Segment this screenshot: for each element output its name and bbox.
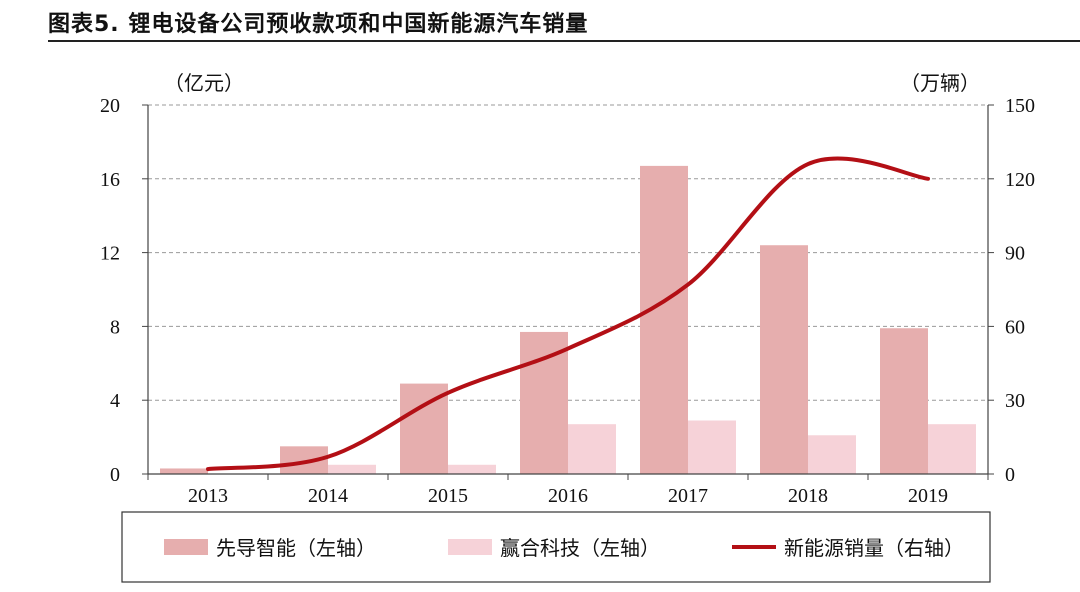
tick-labels: 0 4 8 12 16 20 0 30 60 90 120 150 2013 2014 2015 2016 20… bbox=[100, 95, 1035, 507]
right-tick-label: 30 bbox=[1005, 390, 1025, 412]
axes bbox=[142, 104, 994, 480]
bar-marks bbox=[160, 165, 976, 474]
left-tick-label: 12 bbox=[100, 243, 120, 265]
left-tick-label: 8 bbox=[110, 316, 120, 338]
x-tick-label: 2015 bbox=[428, 485, 468, 507]
x-tick-label: 2017 bbox=[668, 485, 708, 507]
x-tick-label: 2018 bbox=[788, 485, 828, 507]
title-rule bbox=[48, 40, 1080, 42]
left-axis-unit: （亿元） bbox=[164, 72, 244, 95]
bar-yinghe-2014 bbox=[328, 464, 376, 474]
right-tick-label: 60 bbox=[1005, 316, 1025, 338]
bar-yinghe-2015 bbox=[448, 464, 496, 474]
legend: 先导智能（左轴） 赢合科技（左轴） 新能源销量（右轴） bbox=[164, 537, 964, 560]
bar-yinghe-2017 bbox=[688, 420, 736, 474]
left-tick-label: 16 bbox=[100, 169, 120, 191]
right-tick-label: 120 bbox=[1005, 169, 1035, 191]
legend-swatch-1 bbox=[448, 539, 492, 555]
right-tick-label: 90 bbox=[1005, 243, 1025, 265]
line-marks bbox=[206, 156, 930, 472]
bar-yinghe-2019 bbox=[928, 424, 976, 474]
legend-label-0: 先导智能（左轴） bbox=[216, 537, 376, 560]
bar-xiandao-2019 bbox=[880, 328, 928, 474]
x-tick-label: 2016 bbox=[548, 485, 588, 507]
x-tick-label: 2013 bbox=[188, 485, 228, 507]
right-tick-label: 0 bbox=[1005, 464, 1015, 486]
legend-label-2: 新能源销量（右轴） bbox=[784, 537, 964, 560]
x-tick-label: 2019 bbox=[908, 485, 948, 507]
bar-yinghe-2016 bbox=[568, 424, 616, 474]
left-tick-label: 4 bbox=[110, 390, 120, 412]
legend-swatch-0 bbox=[164, 539, 208, 555]
x-tick-label: 2014 bbox=[308, 485, 348, 507]
legend-box bbox=[121, 511, 991, 583]
right-axis-unit: （万辆） bbox=[900, 72, 980, 95]
bar-xiandao-2017 bbox=[640, 165, 688, 474]
left-tick-label: 0 bbox=[110, 464, 120, 486]
bar-xiandao-2018 bbox=[760, 245, 808, 474]
left-tick-label: 20 bbox=[100, 95, 120, 117]
bar-xiandao-2016 bbox=[520, 331, 568, 474]
bar-yinghe-2018 bbox=[808, 435, 856, 474]
bar-xiandao-2013 bbox=[160, 468, 208, 474]
chart-title: 图表5. 锂电设备公司预收款项和中国新能源汽车销量 bbox=[48, 12, 589, 37]
legend-label-1: 赢合科技（左轴） bbox=[500, 537, 660, 560]
right-tick-label: 150 bbox=[1005, 95, 1035, 117]
